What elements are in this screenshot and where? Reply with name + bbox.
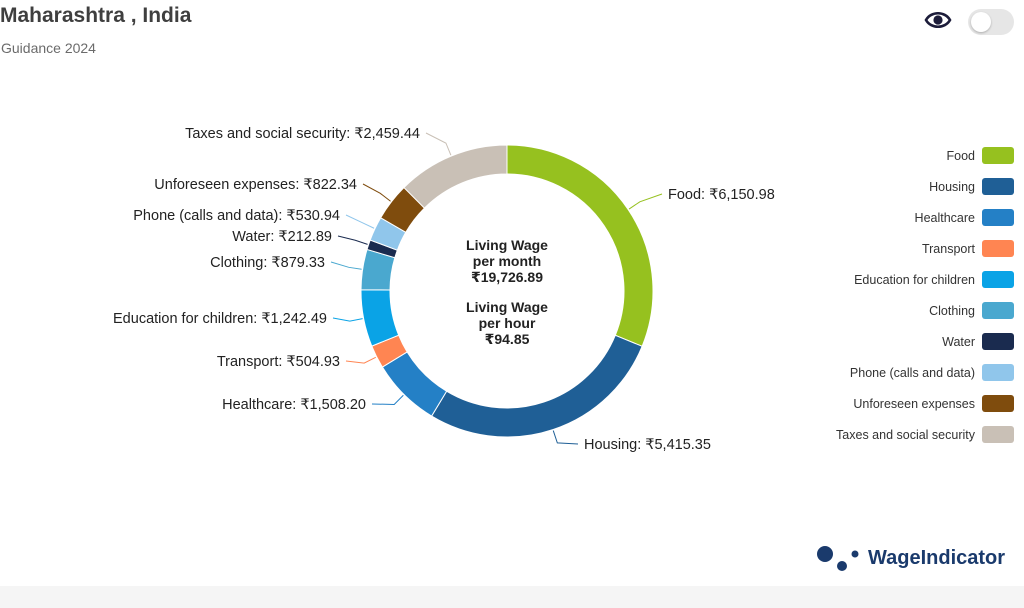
center-hour-value: ₹94.85: [485, 331, 530, 347]
legend-label: Education for children: [854, 272, 975, 287]
center-month-value: ₹19,726.89: [471, 269, 543, 285]
data-label: Housing: ₹5,415.35: [584, 437, 711, 453]
data-label: Phone (calls and data): ₹530.94: [133, 208, 340, 224]
data-label: Taxes and social security: ₹2,459.44: [185, 126, 420, 142]
eye-icon[interactable]: [924, 8, 952, 32]
legend-label: Food: [946, 148, 976, 163]
legend-swatch: [982, 240, 1014, 257]
toggle-knob: [971, 12, 991, 32]
connector-line: [337, 235, 368, 245]
logo-text: WageIndicator: [868, 547, 1006, 569]
connector-line: [345, 356, 377, 364]
page-title: Maharashtra , India: [0, 4, 192, 27]
legend-item[interactable]: Unforeseen expenses: [754, 388, 1014, 419]
legend-label: Water: [942, 334, 975, 349]
wageindicator-logo[interactable]: WageIndicator: [816, 544, 1016, 574]
data-label: Education for children: ₹1,242.49: [113, 311, 327, 327]
slice-taxes-and-social-security[interactable]: [403, 144, 508, 209]
data-label: Water: ₹212.89: [232, 229, 332, 245]
connector-line: [345, 214, 375, 229]
center-hour-line1: Living Wage: [466, 299, 548, 315]
footer-band: [0, 586, 1024, 608]
legend-swatch: [982, 271, 1014, 288]
legend-swatch: [982, 395, 1014, 412]
logo-dots-icon: [817, 546, 859, 571]
legend-swatch: [982, 364, 1014, 381]
page-subtitle: Guidance 2024: [1, 40, 96, 56]
legend-item[interactable]: Water: [754, 326, 1014, 357]
slice-housing[interactable]: [430, 334, 643, 438]
data-label: Healthcare: ₹1,508.20: [222, 397, 366, 413]
legend-label: Phone (calls and data): [849, 365, 975, 380]
legend-swatch: [982, 333, 1014, 350]
legend-swatch: [982, 178, 1014, 195]
legend-swatch: [982, 302, 1014, 319]
legend-label: Taxes and social security: [836, 427, 975, 442]
legend-item[interactable]: Housing: [754, 171, 1014, 202]
legend-swatch: [982, 147, 1014, 164]
legend-label: Healthcare: [914, 210, 975, 225]
data-label: Unforeseen expenses: ₹822.34: [154, 177, 357, 193]
chart-legend: Food Housing Healthcare Transport Education …: [754, 140, 1014, 450]
legend-item[interactable]: Transport: [754, 233, 1014, 264]
center-month-line2: per month: [473, 253, 541, 269]
connector-line: [362, 183, 391, 202]
legend-item[interactable]: Healthcare: [754, 202, 1014, 233]
view-toggle[interactable]: [968, 9, 1014, 35]
connector-line: [371, 394, 404, 405]
connector-line: [332, 317, 363, 322]
data-label: Food: ₹6,150.98: [668, 187, 775, 203]
legend-item[interactable]: Clothing: [754, 295, 1014, 326]
legend-item[interactable]: Taxes and social security: [754, 419, 1014, 450]
slice-education-for-children[interactable]: [360, 289, 400, 347]
connector-line: [330, 261, 362, 270]
data-label: Transport: ₹504.93: [217, 354, 340, 370]
legend-label: Clothing: [929, 303, 975, 318]
data-label: Clothing: ₹879.33: [210, 255, 325, 271]
legend-swatch: [982, 426, 1014, 443]
center-month-line1: Living Wage: [466, 237, 548, 253]
connector-line: [628, 193, 663, 210]
center-hour-line2: per hour: [479, 315, 536, 331]
legend-label: Unforeseen expenses: [853, 396, 975, 411]
legend-label: Housing: [929, 179, 975, 194]
legend-item[interactable]: Phone (calls and data): [754, 357, 1014, 388]
legend-swatch: [982, 209, 1014, 226]
legend-label: Transport: [921, 241, 975, 256]
legend-item[interactable]: Education for children: [754, 264, 1014, 295]
connector-line: [552, 430, 579, 445]
connector-line: [425, 132, 452, 156]
legend-item[interactable]: Food: [754, 140, 1014, 171]
